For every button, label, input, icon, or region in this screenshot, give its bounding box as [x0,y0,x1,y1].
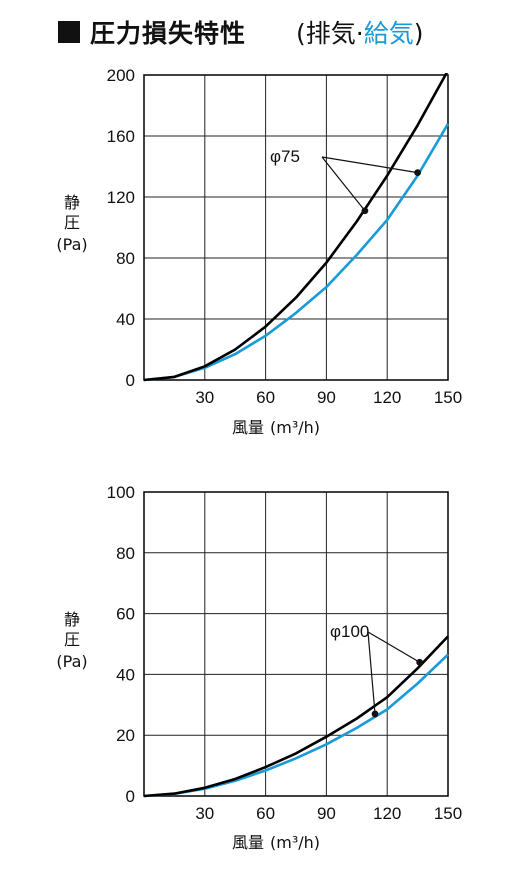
y-axis-title-line1: 静 [64,610,80,629]
subtitle: (排気·給気) [296,14,424,50]
x-tick-label: 30 [195,804,214,823]
x-tick-label: 120 [373,388,401,407]
subtitle-supply: 給気 [363,19,414,48]
y-tick-label: 80 [116,544,135,563]
plot-frame [143,74,449,381]
subtitle-separator: · [355,19,364,48]
x-axis-title-main: 風量 [232,833,264,852]
x-axis-title: 風量 (m³/h) [232,418,320,437]
plot-area: 0 20 40 60 80 100 30 60 90 120 150 [107,483,463,823]
x-axis-title: 風量 (m³/h) [232,833,320,852]
y-axis-title: 静 圧 (Pa) [56,610,87,671]
y-axis-title-line2: 圧 [64,213,80,232]
diameter-label: φ75 [270,147,300,166]
y-tick-label: 20 [116,726,135,745]
title-square-icon [58,21,80,43]
y-tick-label: 100 [107,483,135,502]
x-tick-label: 90 [317,804,336,823]
x-tick-label: 30 [195,388,214,407]
x-tick-label: 60 [256,388,275,407]
pressure-loss-chart-phi75: 0 40 80 120 160 200 30 60 90 120 150 静 圧 (Pa) 風量 (m… [56,66,463,437]
y-tick-label: 40 [116,665,135,684]
callout-dot [416,658,424,666]
y-tick-label: 0 [126,787,135,806]
y-tick-label: 40 [116,310,135,329]
series-line-exhaust [144,635,449,798]
subtitle-exhaust: 排気 [305,19,356,48]
diameter-label: φ100 [330,622,369,641]
y-axis-title-line2: 圧 [64,630,80,649]
callout-leader-line [321,156,366,212]
callout-leader-line [367,631,420,663]
x-tick-label: 60 [256,804,275,823]
callout-leader-line [321,156,418,174]
plot-area: 0 40 80 120 160 200 30 60 90 120 150 [107,66,463,407]
x-tick-label: 90 [317,388,336,407]
callout-leader-line [367,631,376,714]
y-axis-title: 静 圧 (Pa) [56,193,87,254]
callout-dot [414,169,421,177]
y-tick-label: 160 [107,127,135,146]
page-title: 圧力損失特性 [90,19,247,48]
x-axis-title-main: 風量 [232,418,264,437]
x-tick-label: 120 [373,804,401,823]
series-line-supply [144,653,449,798]
y-tick-label: 0 [126,371,135,390]
y-axis-unit: (Pa) [56,235,87,254]
y-tick-label: 60 [116,605,135,624]
callout-dot [371,710,379,718]
y-tick-label: 80 [116,249,135,268]
pressure-loss-chart-phi100: 0 20 40 60 80 100 30 60 90 120 150 静 圧 (Pa) 風量 (m³/… [56,483,463,852]
x-axis-unit: (m³/h) [270,418,320,437]
y-axis-unit: (Pa) [56,652,87,671]
x-tick-label: 150 [434,804,462,823]
y-tick-label: 120 [107,188,135,207]
y-tick-label: 200 [107,66,135,85]
y-axis-title-line1: 静 [64,193,80,212]
subtitle-close-paren: ) [413,19,424,48]
x-tick-label: 150 [434,388,462,407]
callout-dot [361,207,369,215]
subtitle-open-paren: ( [296,19,306,48]
series-line-exhaust [144,73,449,382]
chart-header: 圧力損失特性 [58,12,246,52]
x-axis-unit: (m³/h) [270,833,320,852]
plot-frame [143,491,449,797]
